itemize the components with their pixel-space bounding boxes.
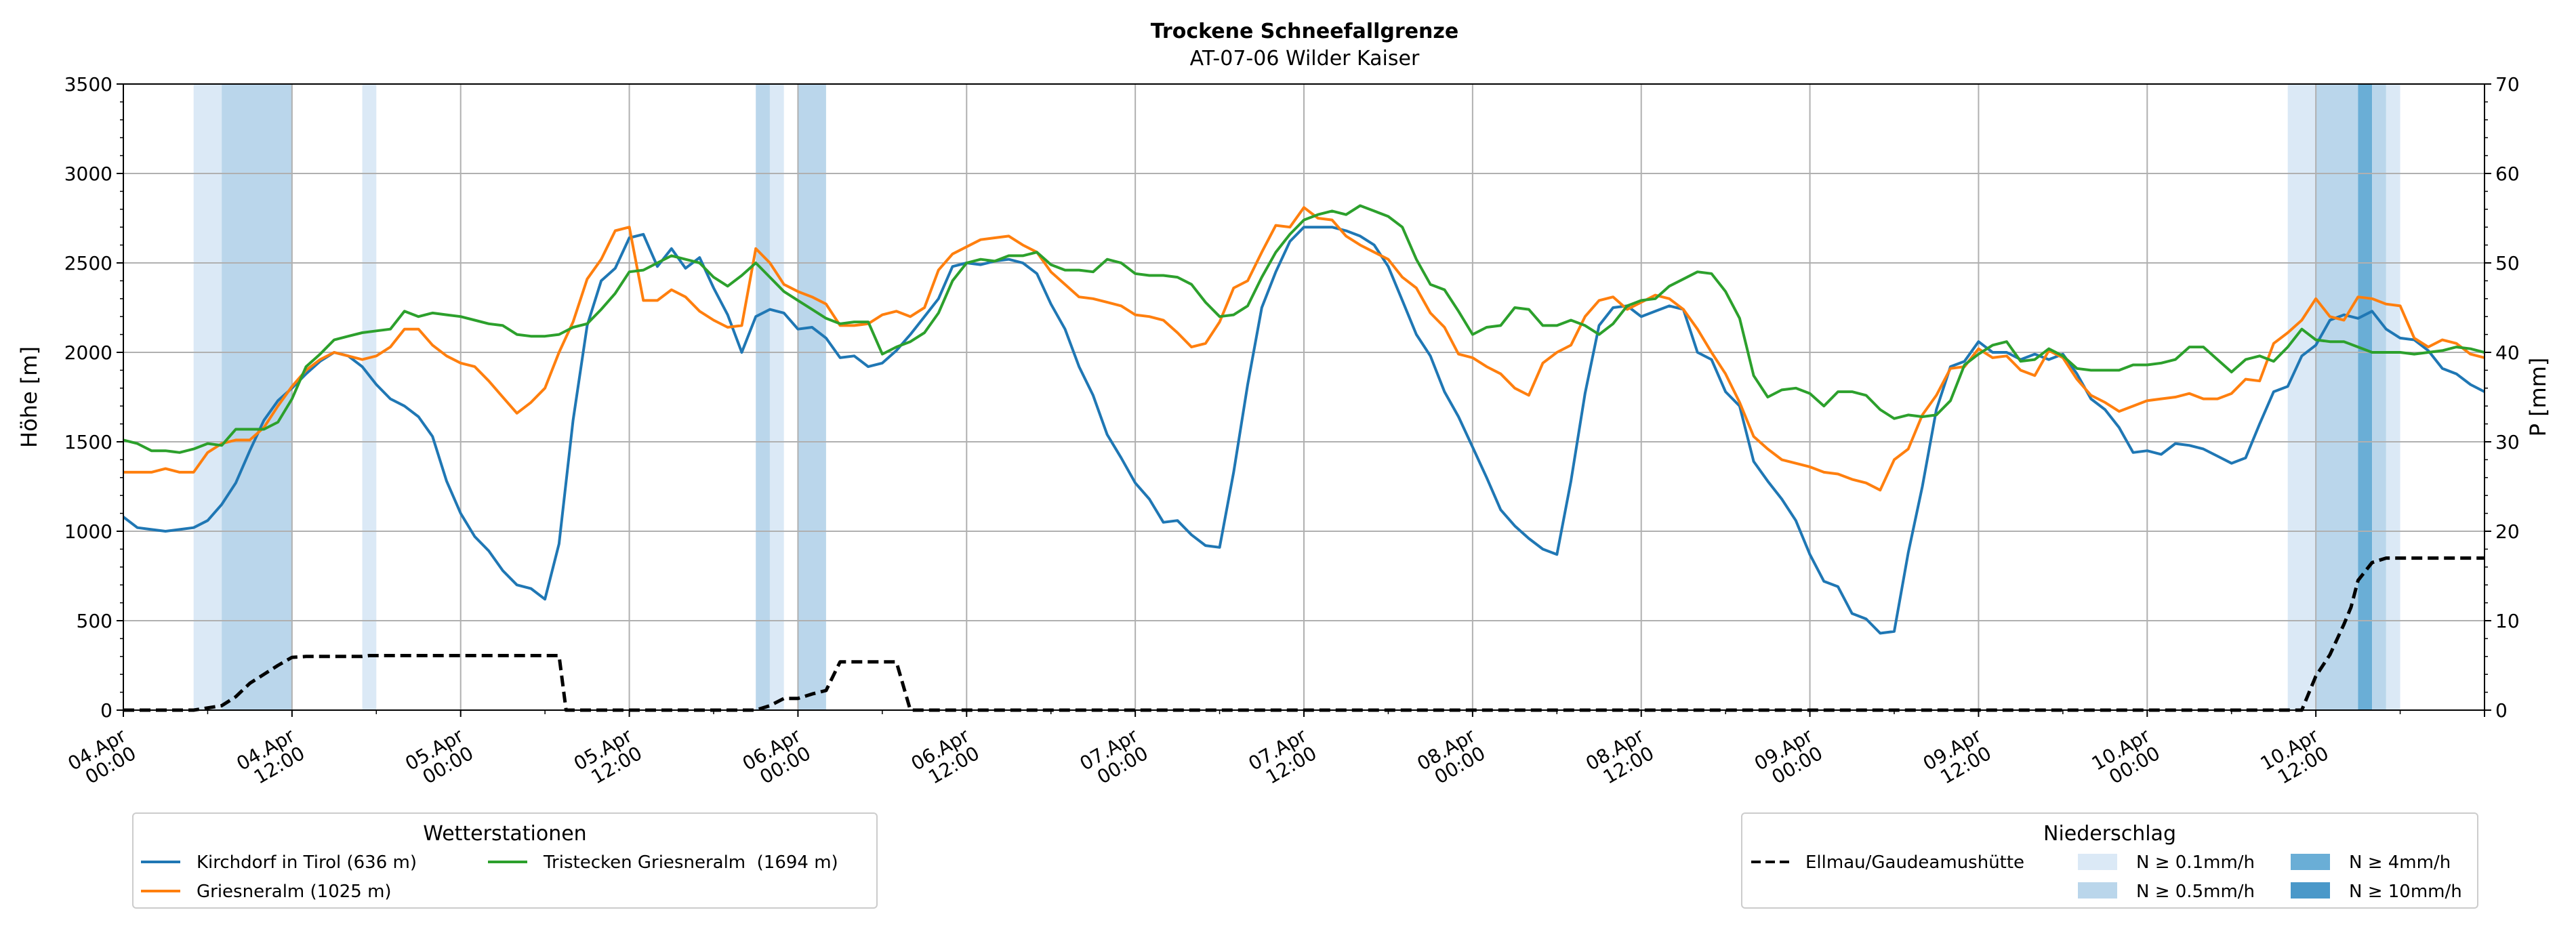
precip-band-0 [193,84,222,710]
legend-swatch-precip-4 [2291,854,2330,870]
chart-title: Trockene Schneefallgrenze [1151,20,1458,43]
legend-label-precip-10: N ≥ 10mm/h [2349,882,2462,902]
precip-band-10 [2386,84,2400,710]
legend-swatch-precip-0-5 [2078,882,2117,899]
legend-swatch-precip-10 [2291,882,2330,899]
series-line-2 [123,204,2485,454]
y-tick-label-6: 3000 [64,163,113,185]
y-tick-label-4: 2000 [64,342,113,364]
precip-band-9 [2372,84,2386,710]
precip-band-2 [362,84,377,710]
chart-subtitle: AT-07-06 Wilder Kaiser [1190,47,1420,70]
precip-band-3 [756,84,770,710]
series-line-0 [122,226,2485,635]
legend-label-precip-0-5: N ≥ 0.5mm/h [2136,882,2255,902]
y2-tick-label-7: 70 [2495,73,2520,96]
y2-tick-label-1: 10 [2495,610,2520,632]
y2-tick-label-4: 40 [2495,342,2520,364]
y2-tick-label-2: 20 [2495,520,2520,543]
precip-band-4 [769,84,784,710]
y-tick-label-0: 0 [100,699,113,722]
precip-band-7 [2316,84,2358,710]
y2-tick-label-5: 50 [2495,252,2520,274]
y-tick-label-7: 3500 [64,73,113,96]
y2-axis-label: P [mm] [2525,358,2551,437]
y2-tick-label-3: 30 [2495,431,2520,453]
series-line-1 [123,206,2485,492]
legend-label-precip-0-1: N ≥ 0.1mm/h [2136,852,2255,873]
legend-label-tristecken: Tristecken Griesneralm (1694 m) [543,852,838,873]
legend-swatch-precip-0-1 [2078,854,2117,870]
legend-precip: Niederschlag Ellmau/Gaudeamushütte N ≥ 0… [1741,812,2478,909]
legend-label-precip-4: N ≥ 4mm/h [2349,852,2451,873]
legend-label-griesneralm: Griesneralm (1025 m) [197,882,392,902]
series-lines [122,204,2485,712]
legend-stations-title: Wetterstationen [423,822,586,846]
precip-band-8 [2358,84,2373,710]
legend-precip-title: Niederschlag [2043,822,2176,846]
y-tick-label-3: 1500 [64,431,113,453]
legend-label-ellmau: Ellmau/Gaudeamushütte [1805,852,2024,873]
y-tick-label-5: 2500 [64,252,113,274]
y-tick-label-1: 500 [77,610,113,632]
precip-band-6 [2287,84,2316,710]
y2-tick-label-0: 0 [2495,699,2508,722]
y-axis-label: Höhe [m] [16,346,42,448]
legend-label-kirchdorf: Kirchdorf in Tirol (636 m) [197,852,417,873]
y2-tick-label-6: 60 [2495,163,2520,185]
y-tick-label-2: 1000 [64,520,113,543]
legend-stations: Wetterstationen Kirchdorf in Tirol (636 … [132,812,878,909]
precip-band-5 [798,84,826,710]
grid-lines [123,83,2485,711]
